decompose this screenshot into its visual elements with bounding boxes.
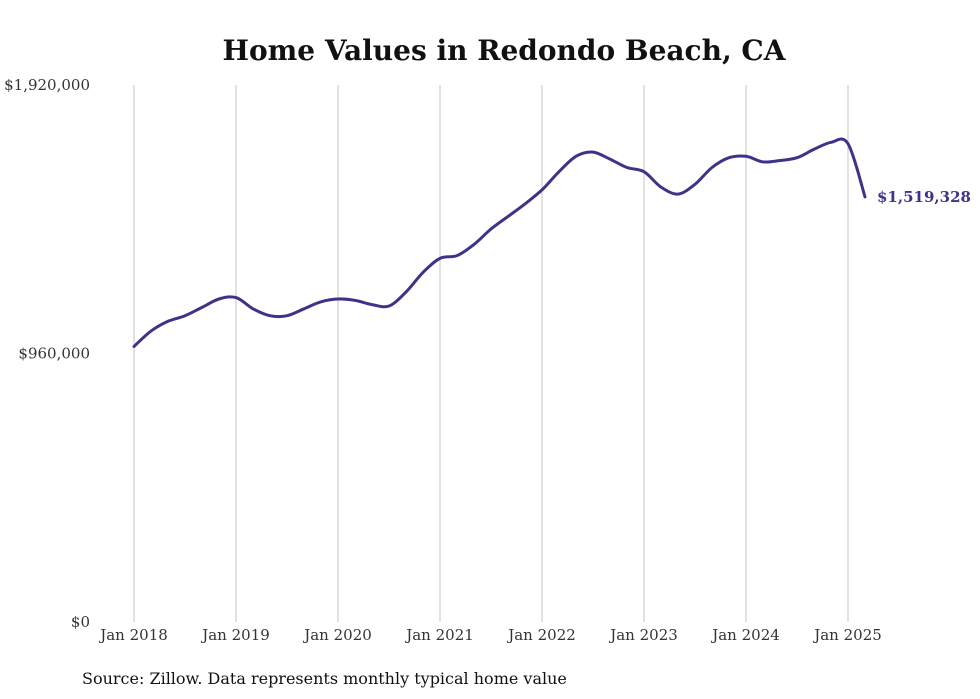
y-tick-label: $1,920,000 <box>4 76 90 94</box>
x-axis-tick-labels: Jan 2018 Jan 2019 Jan 2020 Jan 2021 Jan 2022… <box>98 626 882 644</box>
y-axis-tick-labels: $0 $960,000 $1,920,000 <box>4 76 90 631</box>
x-tick-label: Jan 2023 <box>608 626 678 644</box>
home-value-line <box>132 137 867 348</box>
x-tick-label: Jan 2020 <box>302 626 372 644</box>
source-note: Source: Zillow. Data represents monthly … <box>82 669 567 688</box>
x-tick-label: Jan 2022 <box>506 626 576 644</box>
x-tick-label: Jan 2025 <box>812 626 882 644</box>
latest-value-label: $1,519,328 <box>877 188 971 206</box>
vertical-gridlines <box>133 85 849 622</box>
x-tick-label: Jan 2024 <box>710 626 780 644</box>
y-tick-label: $960,000 <box>18 345 90 363</box>
x-tick-label: Jan 2019 <box>200 626 270 644</box>
chart-title: Home Values in Redondo Beach, CA <box>223 34 787 67</box>
y-tick-label: $0 <box>71 613 90 631</box>
x-tick-label: Jan 2018 <box>98 626 168 644</box>
x-tick-label: Jan 2021 <box>404 626 474 644</box>
